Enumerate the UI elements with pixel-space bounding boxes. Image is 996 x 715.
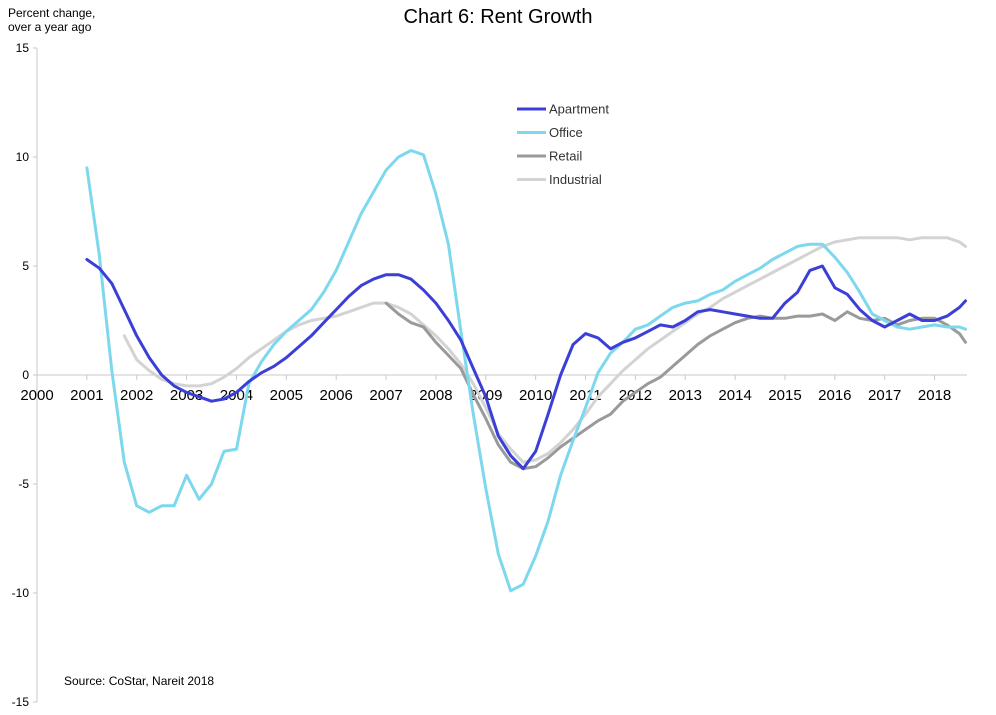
series-line-industrial: [122, 236, 967, 464]
y-axis-title: Percent change, over a year ago: [8, 6, 96, 34]
x-tick-label: 2018: [918, 387, 951, 404]
legend-label-apartment: Apartment: [549, 102, 609, 117]
y-tick-label: -10: [12, 586, 30, 600]
legend-label-industrial: Industrial: [549, 172, 602, 187]
y-tick-label: -5: [18, 477, 29, 491]
x-tick-label: 2007: [369, 387, 402, 404]
series-line-apartment: [85, 258, 967, 471]
legend-label-retail: Retail: [549, 149, 582, 164]
chart-title: Chart 6: Rent Growth: [403, 6, 593, 28]
series-line-office: [85, 149, 967, 593]
x-tick-label: 2002: [120, 387, 153, 404]
source-note: Source: CoStar, Nareit 2018: [64, 674, 215, 688]
y-tick-label: 15: [16, 41, 30, 55]
x-tick-label: 2010: [519, 387, 552, 404]
x-tick-label: 2008: [419, 387, 452, 404]
x-tick-label: 2016: [818, 387, 851, 404]
x-tick-label: 2015: [768, 387, 801, 404]
x-tick-label: 2014: [718, 387, 751, 404]
legend: Apartment Office Retail Industrial: [517, 102, 609, 187]
y-tick-label: 0: [22, 368, 29, 382]
x-tick-label: 2005: [270, 387, 303, 404]
x-tick-label: 2013: [669, 387, 702, 404]
y-tick-label: 5: [22, 259, 29, 273]
series-lines: [85, 149, 967, 593]
x-tick-label: 2011: [569, 387, 601, 404]
legend-label-office: Office: [549, 125, 583, 140]
x-tick-label: 2000: [20, 387, 53, 404]
x-tick-label: 2003: [170, 387, 203, 404]
y-tick-label: 10: [16, 150, 30, 164]
x-tick-label: 2001: [70, 387, 103, 404]
y-tick-label: -15: [12, 695, 30, 709]
x-tick-label: 2006: [320, 387, 353, 404]
x-tick-label: 2017: [868, 387, 901, 404]
